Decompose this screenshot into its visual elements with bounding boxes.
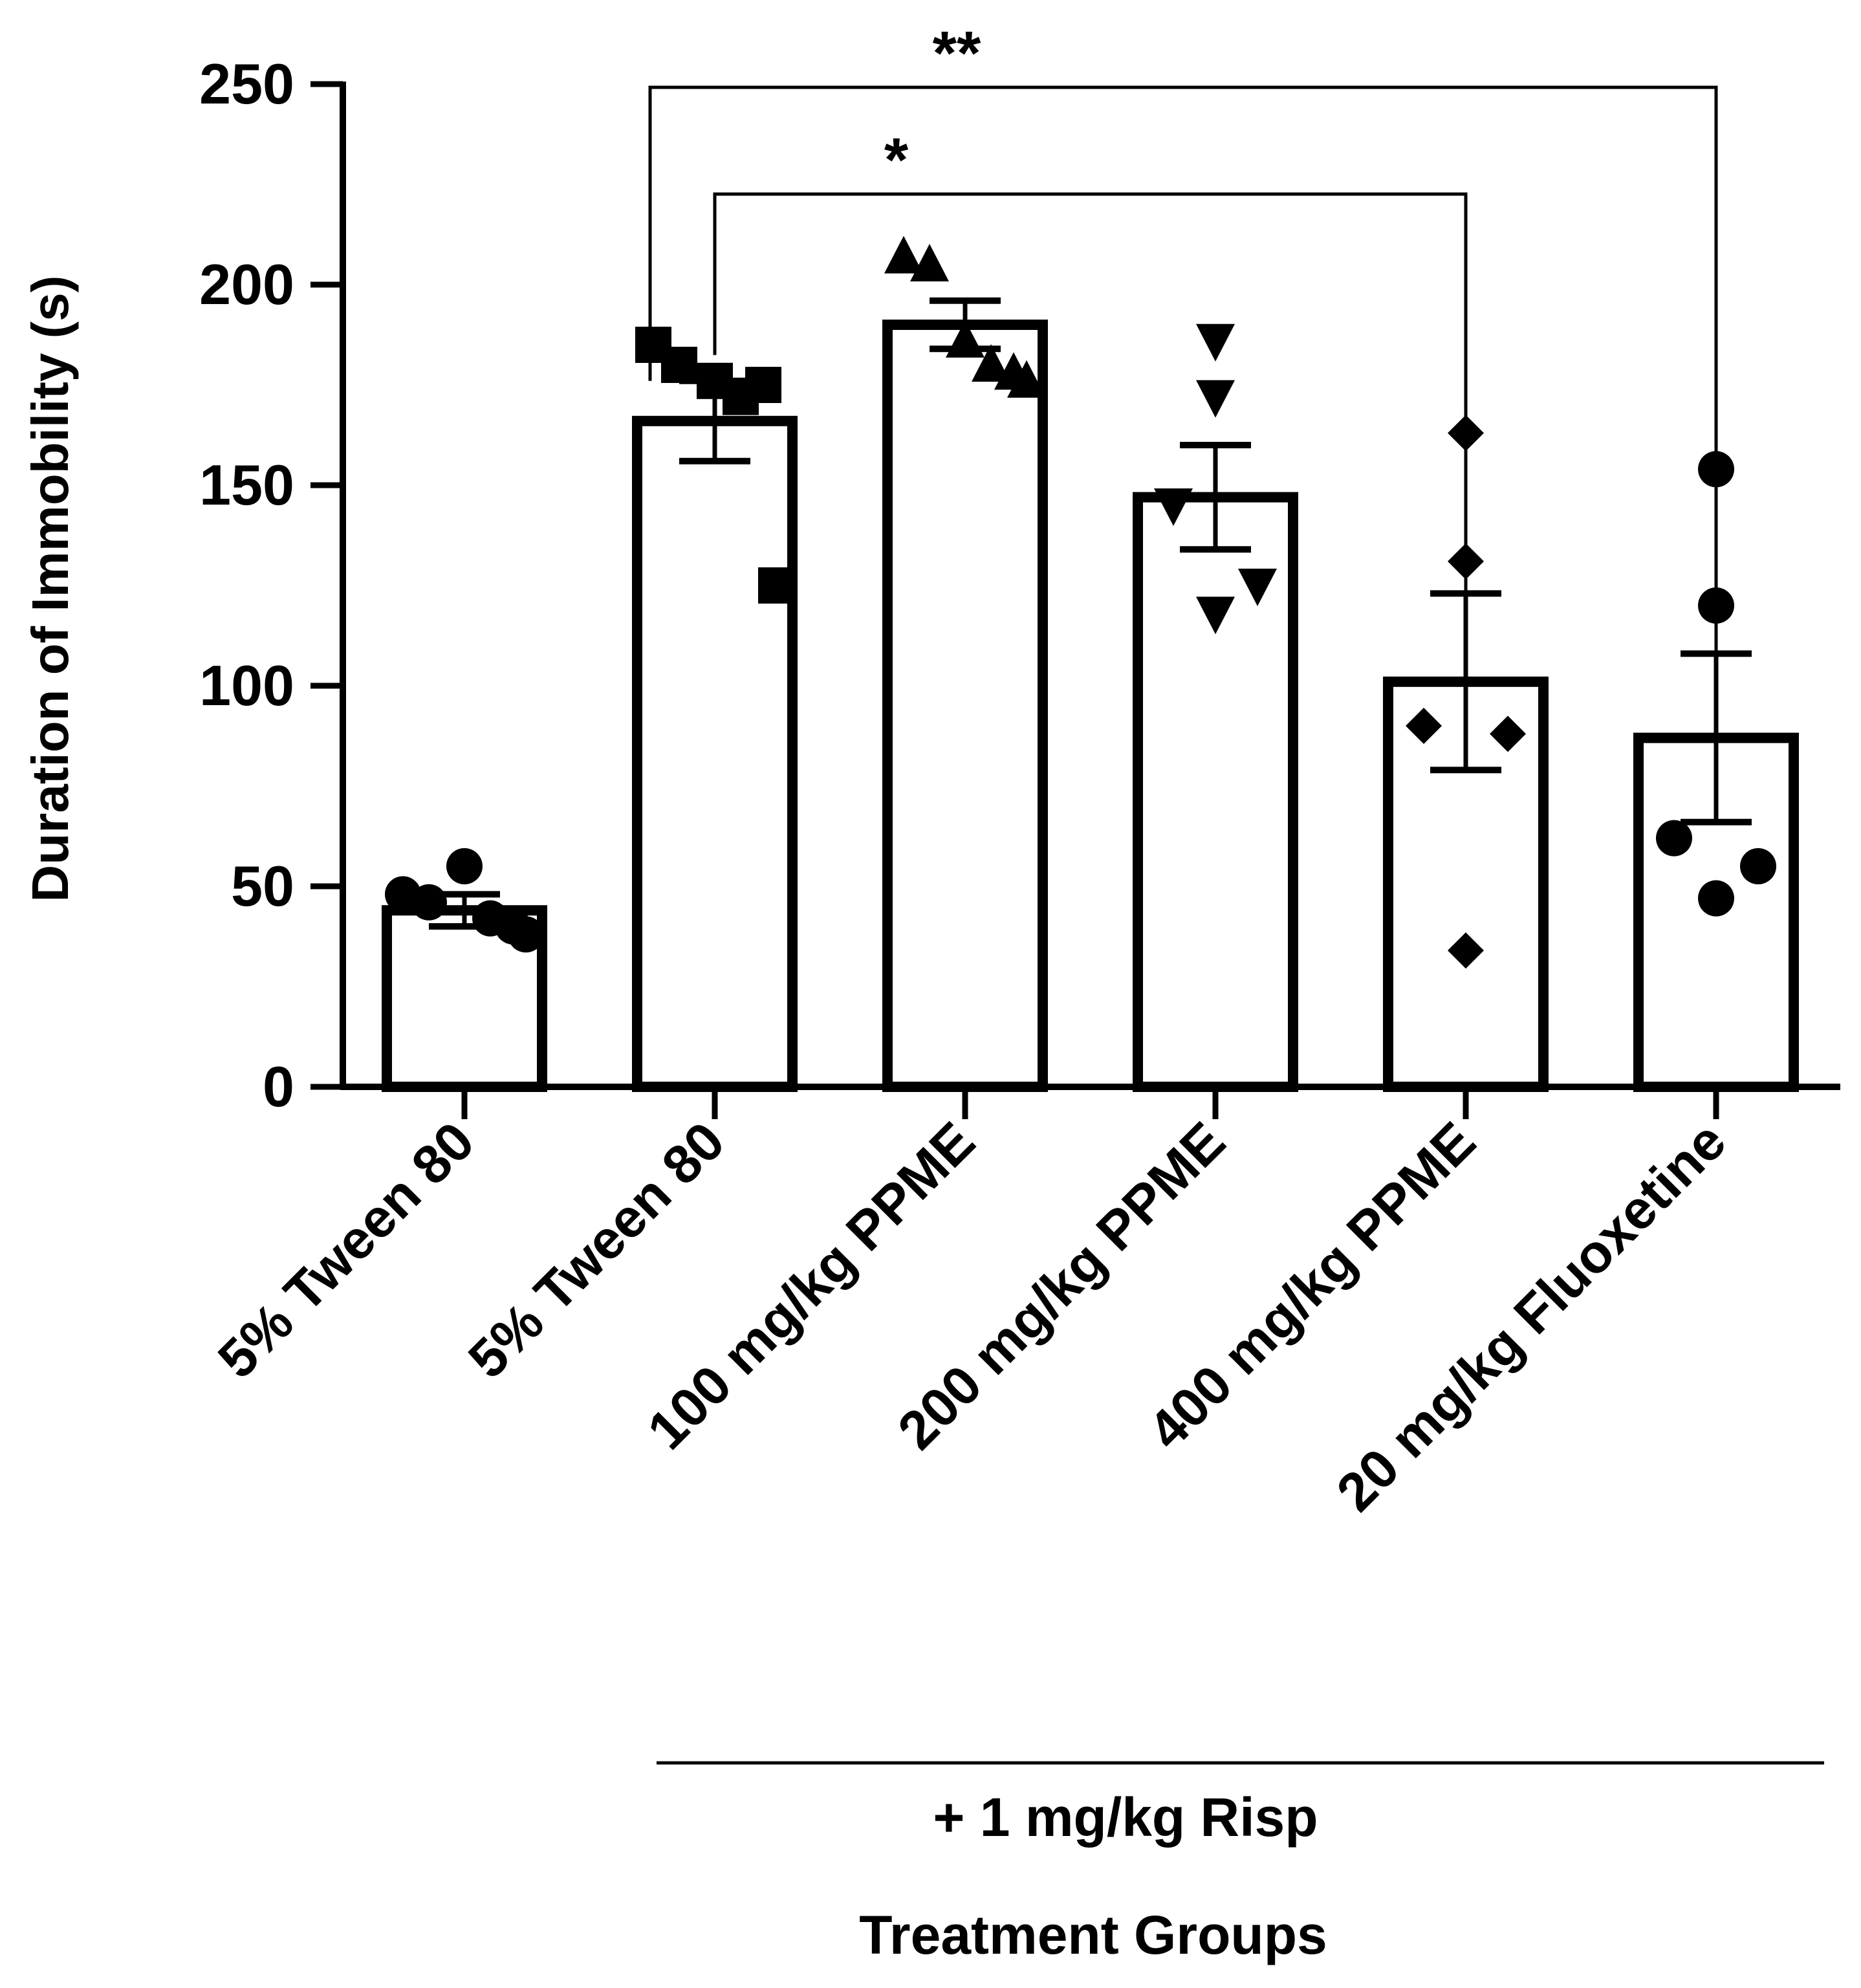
data-point-triangle-up (946, 320, 985, 358)
significance-bracket (713, 192, 1468, 594)
y-tick-label: 50 (231, 854, 294, 918)
y-tick-label: 100 (199, 653, 294, 717)
data-point-triangle-up (884, 235, 923, 274)
error-bars-layer (429, 297, 1752, 930)
x-tick-label: 5% Tween 80 (206, 1110, 486, 1390)
data-point-circle (446, 848, 483, 884)
y-axis-label: Duration of Immobility (s) (21, 276, 79, 902)
data-point-triangle-up (1007, 360, 1046, 398)
significance-layer: *** (648, 19, 1718, 654)
data-point-circle (1698, 880, 1734, 917)
data-point-circle (508, 916, 544, 953)
data-point-diamond (1406, 708, 1442, 744)
points-layer (385, 235, 1776, 969)
significance-bracket (648, 85, 1718, 654)
data-point-diamond (1448, 415, 1484, 452)
data-point-triangle-down (1238, 569, 1277, 606)
x-tick-label: 5% Tween 80 (457, 1110, 736, 1390)
data-point-diamond (1448, 932, 1484, 969)
data-point-triangle-up (910, 244, 949, 281)
bar (1133, 492, 1298, 1092)
data-point-triangle-up (972, 344, 1010, 382)
data-point-diamond (1490, 715, 1526, 752)
data-point-triangle-down (1196, 380, 1235, 418)
data-point-circle (1656, 820, 1692, 857)
data-point-square (661, 347, 697, 383)
data-point-circle (1740, 848, 1776, 884)
risp-group-label: + 1 mg/kg Risp (933, 1787, 1318, 1848)
data-point-triangle-down (1154, 488, 1193, 526)
bar (882, 320, 1048, 1092)
y-tick-label: 150 (199, 453, 294, 517)
significance-label: ** (933, 19, 981, 88)
significance-label: * (884, 126, 909, 195)
bars-layer (382, 320, 1799, 1093)
y-tick-label: 200 (199, 252, 294, 316)
bar (632, 415, 798, 1092)
data-point-circle (411, 884, 447, 921)
y-tick-label: 0 (263, 1054, 294, 1119)
data-point-circle (1698, 451, 1734, 488)
data-point-square (758, 567, 794, 604)
data-point-triangle-down (1196, 596, 1235, 635)
y-tick-label: 250 (199, 52, 294, 116)
x-axis-label: Treatment Groups (859, 1905, 1327, 1965)
data-point-circle (1698, 587, 1734, 624)
data-point-triangle-down (1196, 323, 1235, 362)
data-point-diamond (1448, 543, 1484, 580)
data-point-square (745, 367, 781, 403)
axes-layer: 0 50 100 150 200 250 (199, 52, 1840, 1119)
